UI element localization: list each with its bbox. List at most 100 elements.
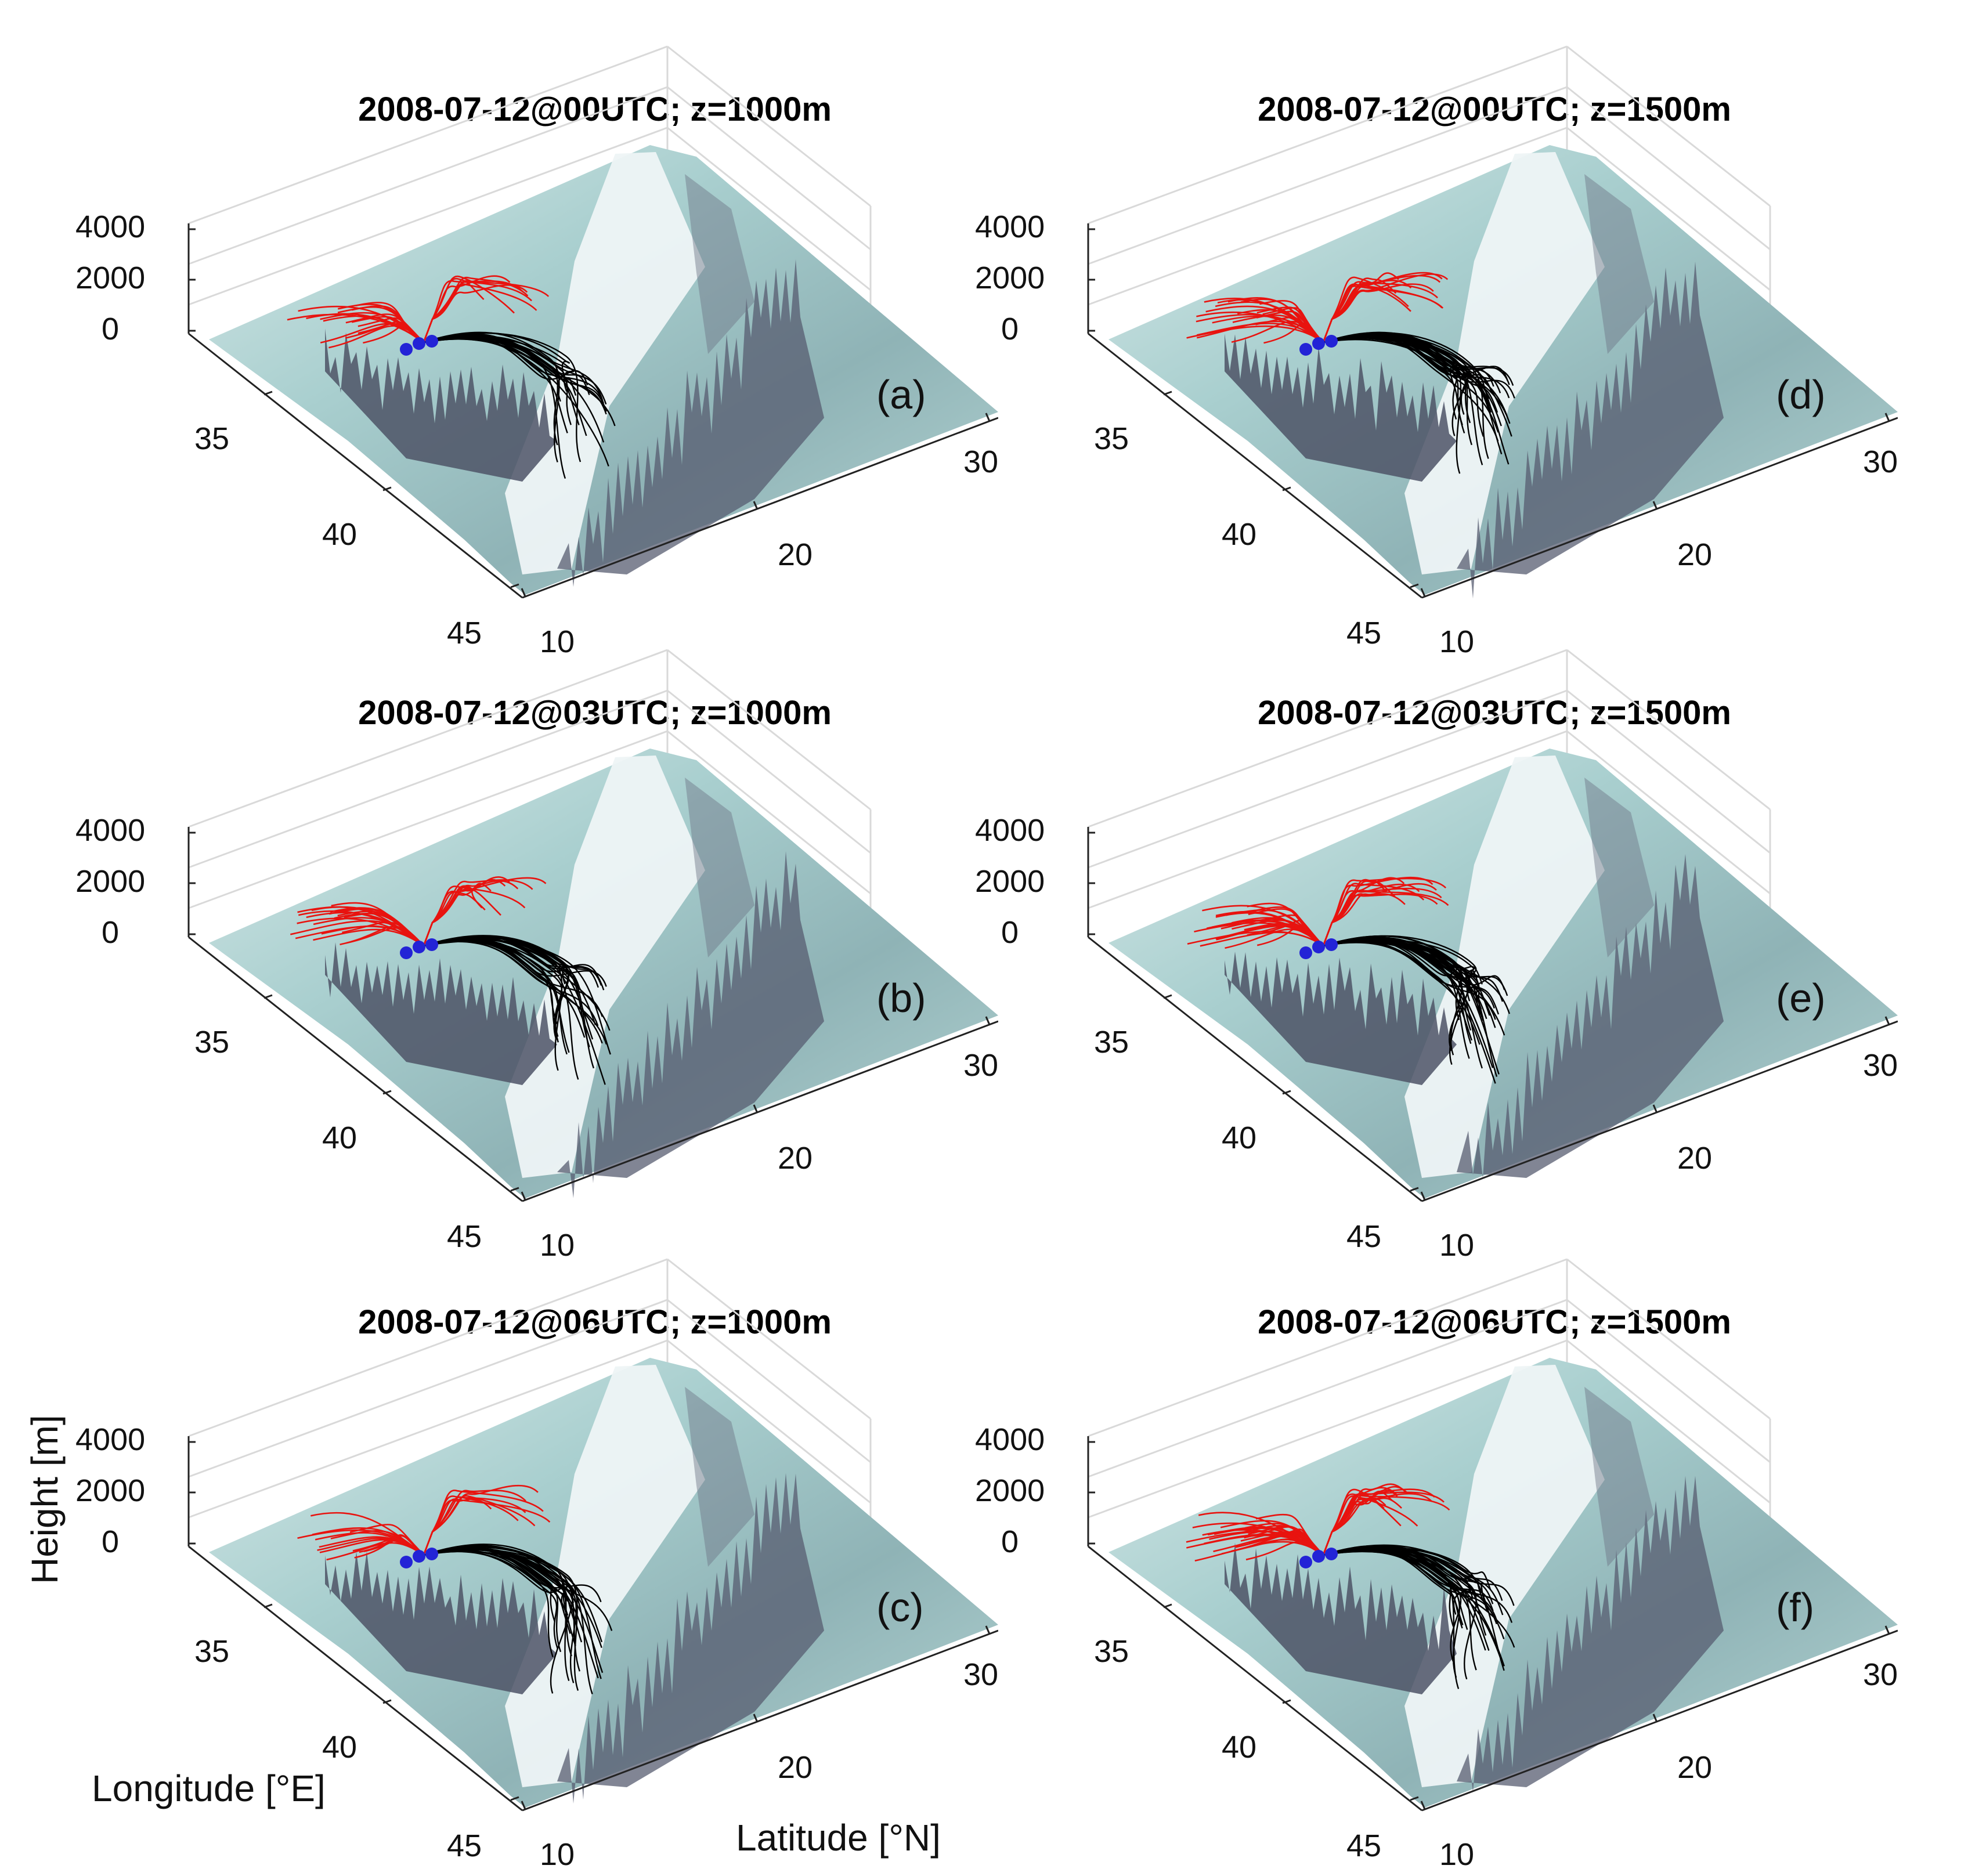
red-trajectory — [1322, 893, 1438, 946]
height-tick: 4000 — [75, 209, 146, 244]
panel-label: (a) — [876, 372, 926, 417]
black-trajectory — [1323, 1546, 1463, 1629]
red-trajectory — [312, 1527, 424, 1556]
height-tick: 2000 — [75, 864, 146, 899]
longitude-tick: 40 — [322, 517, 358, 552]
source-point — [1312, 941, 1325, 953]
red-trajectory — [1322, 879, 1396, 946]
red-trajectory — [1322, 276, 1409, 343]
red-trajectory — [423, 879, 533, 946]
black-trajectories — [423, 935, 611, 1085]
panel-label: (c) — [876, 1585, 924, 1630]
red-trajectory — [1322, 893, 1406, 946]
red-trajectory — [313, 917, 424, 946]
longitude-tick: 45 — [447, 616, 482, 650]
red-trajectory — [423, 1485, 539, 1556]
black-trajectories — [423, 331, 616, 479]
surface-plot — [187, 649, 998, 1202]
panel-label: (f) — [1776, 1585, 1815, 1630]
source-point — [400, 1556, 413, 1568]
red-trajectories — [290, 876, 547, 947]
panel-title: 2008-07-12@06UTC; z=1000m — [358, 1303, 832, 1341]
mountain-ridges — [325, 778, 824, 1198]
mountain-ridges — [1225, 174, 1724, 599]
axes — [187, 1436, 998, 1812]
latitude-tick: 10 — [540, 1228, 575, 1263]
source-point — [413, 337, 425, 350]
axes — [187, 223, 998, 599]
red-trajectory — [290, 920, 424, 946]
source-point — [1299, 343, 1312, 356]
height-tick: 0 — [1001, 312, 1019, 346]
red-trajectory — [1322, 1495, 1418, 1556]
red-trajectories — [297, 1485, 551, 1561]
black-trajectory — [1323, 935, 1477, 1002]
x-axis-label: Longitude [°E] — [92, 1767, 326, 1809]
red-trajectory — [1245, 1541, 1324, 1561]
panel-label: (d) — [1776, 372, 1826, 417]
valley-region — [1404, 152, 1605, 574]
panel-title: 2008-07-12@03UTC; z=1000m — [358, 694, 832, 732]
latitude-tick: 30 — [963, 1657, 999, 1692]
red-trajectory — [1322, 1488, 1435, 1556]
source-point — [413, 941, 425, 953]
black-trajectory — [1323, 939, 1483, 1069]
red-trajectory — [1322, 883, 1425, 946]
red-trajectories — [1187, 876, 1449, 949]
height-tick: 2000 — [975, 864, 1045, 899]
source-point — [1325, 938, 1338, 951]
longitude-tick: 35 — [1094, 1634, 1129, 1669]
latitude-tick: 30 — [963, 1048, 999, 1083]
source-point — [1299, 946, 1312, 959]
source-markers — [1299, 938, 1338, 959]
axis-grid — [187, 1258, 872, 1619]
red-trajectory — [1212, 919, 1324, 946]
red-trajectory — [1322, 876, 1433, 946]
height-tick: 0 — [1001, 1524, 1019, 1559]
surface-plot — [1087, 649, 1898, 1202]
height-tick: 2000 — [75, 1473, 146, 1508]
surface-plot — [1087, 1258, 1898, 1812]
red-trajectory — [1202, 905, 1324, 946]
longitude-tick: 40 — [322, 1730, 358, 1765]
longitude-tick: 45 — [1346, 1828, 1382, 1863]
mountain-ridges — [325, 174, 824, 587]
black-trajectory — [423, 333, 566, 479]
valley-region — [1404, 1365, 1605, 1787]
latitude-tick: 20 — [1677, 1141, 1713, 1176]
black-trajectory — [423, 1548, 604, 1673]
panel-e: 2008-07-12@03UTC; z=1500m 4000 2000 0 35 40 45… — [900, 603, 1898, 1263]
black-trajectory — [1323, 937, 1504, 1002]
red-trajectory — [1322, 280, 1412, 343]
surface-plot — [187, 1258, 998, 1812]
height-tick: 0 — [102, 1524, 120, 1559]
latitude-tick: 20 — [778, 1750, 813, 1785]
height-tick: 4000 — [975, 813, 1045, 848]
source-markers — [1299, 1548, 1338, 1568]
panel-d: 2008-07-12@00UTC; z=1500m 4000 2000 0 35 40 45… — [900, 0, 1898, 659]
red-trajectory — [423, 877, 547, 946]
red-trajectory — [423, 284, 528, 343]
black-trajectory — [1323, 940, 1496, 1028]
height-tick: 4000 — [75, 813, 146, 848]
panel-title: 2008-07-12@00UTC; z=1000m — [358, 91, 832, 128]
longitude-tick: 45 — [447, 1828, 482, 1863]
source-markers — [400, 335, 438, 356]
red-trajectory — [423, 280, 550, 343]
longitude-tick: 40 — [322, 1120, 358, 1155]
latitude-tick: 10 — [1439, 1228, 1475, 1263]
axes — [1087, 1436, 1898, 1812]
z-axis-label: Latitude [°N] — [736, 1817, 941, 1859]
black-trajectory — [1323, 1546, 1483, 1600]
black-trajectories — [1323, 1544, 1515, 1689]
y-axis-label: Height [m] — [24, 1415, 66, 1584]
black-trajectory — [423, 939, 568, 1055]
red-trajectory — [1261, 310, 1324, 344]
longitude-tick: 40 — [1222, 517, 1257, 552]
red-trajectory — [328, 908, 424, 946]
latitude-tick: 30 — [963, 444, 999, 479]
height-tick: 2000 — [975, 1473, 1045, 1508]
red-trajectory — [1261, 920, 1324, 946]
red-trajectory — [423, 275, 515, 343]
black-trajectory — [423, 937, 607, 987]
